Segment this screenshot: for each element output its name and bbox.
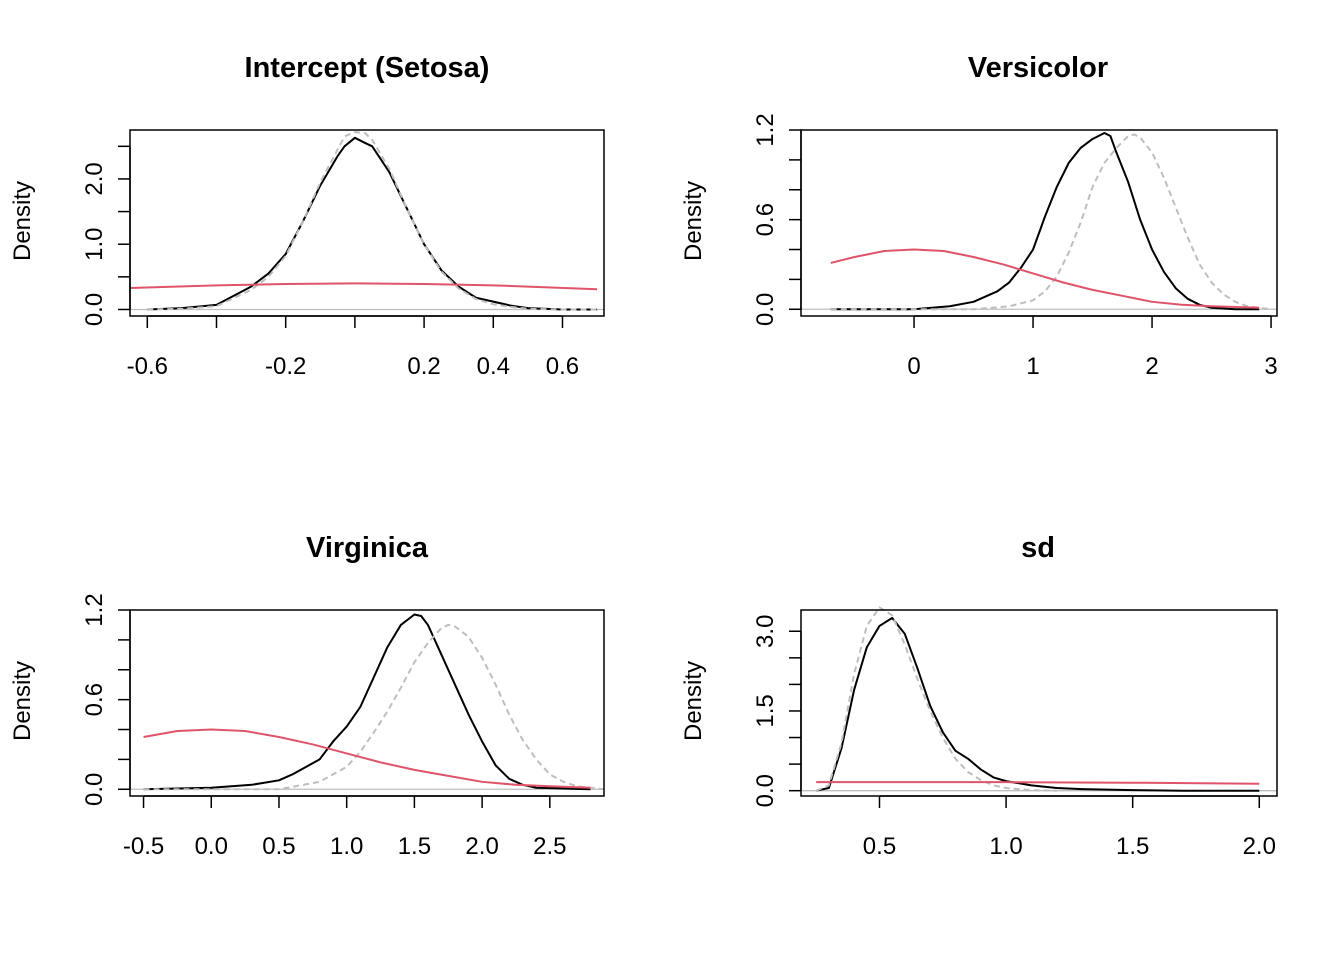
reference-density-line: [143, 623, 605, 791]
y-tick-label: 1.0: [81, 228, 108, 261]
y-tick-label: 2.0: [81, 162, 108, 195]
posterior-density-line: [143, 613, 591, 791]
panel-title: sd: [1021, 532, 1055, 564]
plot-frame: [129, 609, 605, 797]
y-tick-label: 0.0: [81, 773, 108, 806]
x-tick-label: 2.0: [465, 833, 498, 860]
x-tick-label: 3: [1264, 353, 1277, 380]
y-axis-label: Density: [9, 661, 36, 741]
reference-density-line: [815, 606, 1057, 792]
prior-density-line: [129, 282, 598, 291]
y-tick-label: 0.0: [752, 774, 779, 807]
x-tick-label: 0.6: [546, 353, 579, 380]
panel-title: Intercept (Setosa): [245, 52, 490, 84]
panel-sd: sd Density 0.5 1.0 1.5 2.0 0.0 1.5 3.0: [680, 532, 1278, 860]
prior-density-line: [143, 728, 591, 789]
x-tick-label: 1.0: [330, 833, 363, 860]
panel-title: Versicolor: [968, 52, 1108, 84]
x-tick-label: 0.4: [477, 353, 510, 380]
y-tick-label: 1.2: [752, 113, 779, 146]
x-tick-label: 0: [907, 353, 920, 380]
x-tick-label: -0.6: [127, 353, 168, 380]
x-tick-label: 1.0: [989, 833, 1022, 860]
x-tick-label: 0.5: [863, 833, 896, 860]
x-tick-label: 0.5: [262, 833, 295, 860]
x-tick-label: 0.2: [407, 353, 440, 380]
plot-frame: [800, 129, 1278, 317]
x-tick-label: 1: [1026, 353, 1039, 380]
posterior-density-line: [815, 616, 1260, 792]
panel-versicolor: Versicolor Density 0 1 2 3 0.0 0.6 1.2: [680, 52, 1278, 380]
y-tick-label: 0.0: [752, 293, 779, 326]
y-tick-label: 1.5: [752, 694, 779, 727]
posterior-density-line: [147, 136, 598, 311]
x-tick-label: 1.5: [1116, 833, 1149, 860]
x-tick-label: -0.2: [265, 353, 306, 380]
plot-frame: [129, 129, 605, 317]
y-axis-label: Density: [9, 181, 36, 261]
posterior-density-line: [830, 131, 1260, 311]
y-tick-label: 3.0: [752, 615, 779, 648]
prior-density-line: [816, 781, 1260, 785]
y-tick-label: 1.2: [81, 593, 108, 626]
y-axis-label: Density: [680, 661, 707, 741]
x-tick-label: 1.5: [398, 833, 431, 860]
x-tick-label: 2.5: [533, 833, 566, 860]
x-tick-label: 0.0: [195, 833, 228, 860]
prior-density-line: [830, 248, 1260, 309]
x-tick-label: 2.0: [1243, 833, 1276, 860]
panel-intercept-setosa: Intercept (Setosa) Density -0.6 -0.2 0.2 0.…: [9, 52, 605, 380]
panel-title: Virginica: [306, 532, 429, 564]
y-tick-label: 0.6: [752, 203, 779, 236]
panel-virginica: Virginica Density -0.5 0.0 0.5 1.0 1.5 2.0 2.5…: [9, 532, 605, 860]
reference-density-line: [830, 133, 1272, 311]
reference-density-line: [147, 130, 598, 311]
x-tick-label: 2: [1145, 353, 1158, 380]
y-tick-label: 0.0: [81, 293, 108, 326]
y-axis-label: Density: [680, 181, 707, 261]
x-tick-label: -0.5: [123, 833, 164, 860]
y-tick-label: 0.6: [81, 683, 108, 716]
